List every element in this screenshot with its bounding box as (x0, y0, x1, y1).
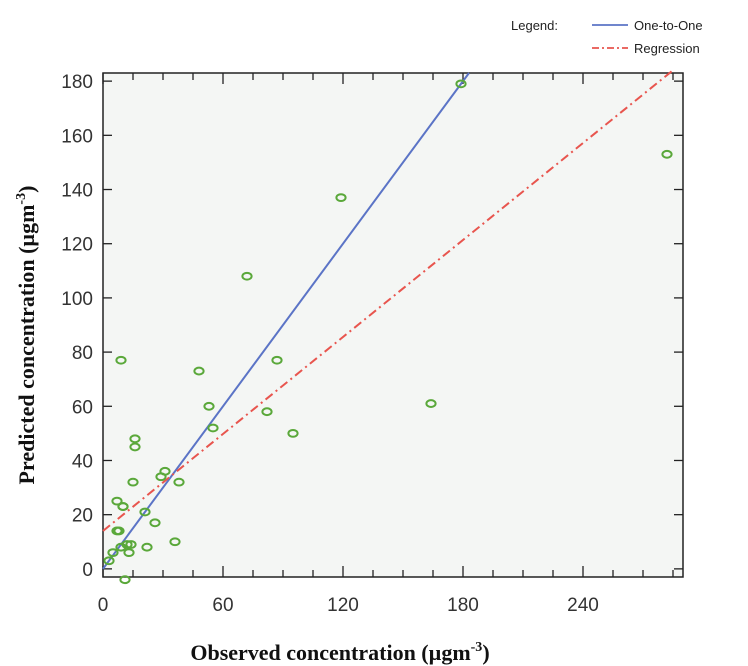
data-point (425, 399, 437, 408)
data-point (127, 477, 139, 487)
data-point (115, 355, 127, 365)
data-point (455, 79, 467, 89)
data-point (335, 193, 347, 203)
x-tick-label: 60 (212, 595, 233, 616)
data-point (129, 442, 141, 452)
data-point (207, 423, 219, 433)
legend-label-regression: Regression (634, 41, 700, 56)
y-tick-label: 140 (61, 181, 93, 202)
y-tick-label: 60 (72, 397, 93, 418)
x-tick-label: 0 (98, 595, 109, 616)
legend: Legend: One-to-One Regression (511, 18, 703, 56)
data-point (287, 428, 299, 438)
y-axis-title: Predicted concentration (µgm-3) (14, 186, 39, 485)
x-tick-label: 120 (327, 595, 359, 616)
data-point (121, 540, 133, 549)
y-tick-label: 160 (61, 126, 93, 147)
data-point (203, 401, 215, 411)
x-tick-label: 240 (567, 595, 599, 616)
data-point (141, 542, 153, 552)
data-point (129, 434, 141, 444)
y-axis-ticks: 0 20 40 60 80 100 120 140 160 180 (61, 72, 683, 581)
data-point (661, 149, 673, 159)
data-point (113, 526, 125, 536)
data-point (117, 502, 129, 511)
data-points (103, 79, 673, 585)
y-tick-label: 20 (72, 506, 93, 527)
series-lines (102, 69, 674, 570)
data-point (123, 548, 135, 558)
x-axis-title: Observed concentration (µgm-3) (190, 640, 489, 665)
legend-title: Legend: (511, 18, 558, 33)
y-tick-label: 100 (61, 289, 93, 310)
data-point (103, 556, 115, 566)
data-point (271, 355, 283, 365)
data-point (119, 575, 131, 585)
data-point (111, 496, 123, 506)
data-point (169, 537, 181, 547)
data-point (241, 271, 253, 281)
y-tick-label: 120 (61, 235, 93, 256)
y-tick-label: 80 (72, 343, 93, 364)
data-point (261, 407, 273, 417)
x-axis-ticks: 0 60 120 180 240 (98, 73, 674, 616)
data-point (125, 540, 137, 549)
data-point (173, 477, 185, 487)
y-tick-label: 0 (82, 560, 93, 581)
series-line-regression (102, 69, 674, 532)
data-point (139, 507, 151, 517)
y-tick-label: 40 (72, 451, 93, 472)
series-line-one-to-one (102, 72, 470, 570)
legend-label-one-to-one: One-to-One (634, 18, 703, 33)
data-point (159, 466, 171, 476)
data-point (107, 548, 119, 558)
plot-area (102, 72, 684, 578)
data-point (193, 366, 205, 376)
data-point (149, 518, 161, 528)
x-tick-label: 180 (447, 595, 479, 616)
y-tick-label: 180 (61, 72, 93, 93)
